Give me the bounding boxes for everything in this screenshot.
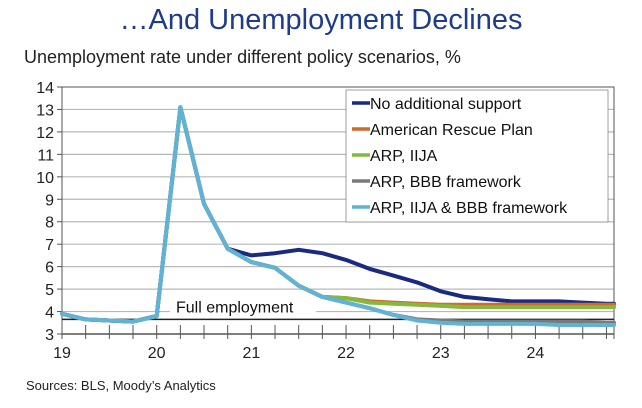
x-tick-label: 19 — [53, 345, 71, 362]
y-tick-label: 12 — [36, 125, 54, 142]
y-tick-label: 6 — [45, 260, 54, 277]
legend: No additional support American Rescue Pla… — [345, 89, 609, 223]
x-tick-label: 20 — [148, 345, 166, 362]
y-tick-label: 8 — [45, 215, 54, 232]
chart-title: …And Unemployment Declines — [119, 4, 523, 36]
x-tick-label: 24 — [527, 345, 545, 362]
chart-source: Sources: BLS, Moody’s Analytics — [26, 378, 216, 393]
y-tick-label: 13 — [36, 102, 54, 119]
legend-label: American Rescue Plan — [370, 122, 533, 139]
y-tick-label: 14 — [36, 80, 54, 97]
y-tick-label: 11 — [37, 147, 54, 164]
y-tick-label: 5 — [45, 282, 54, 299]
annotation-background — [170, 297, 316, 316]
series-lines — [60, 105, 616, 327]
legend-label: ARP, IIJA & BBB framework — [370, 200, 568, 217]
y-tick-label: 7 — [45, 237, 54, 254]
series-line-arp-iija-bbb-framework — [60, 105, 616, 327]
legend-box — [345, 89, 609, 223]
y-tick-label: 10 — [36, 170, 54, 187]
y-tick-label: 4 — [45, 305, 54, 322]
y-tick-label: 3 — [45, 327, 54, 344]
y-tick-label: 9 — [45, 192, 54, 209]
legend-label: ARP, IIJA — [370, 148, 438, 165]
legend-label: ARP, BBB framework — [370, 174, 522, 191]
x-tick-label: 23 — [432, 345, 450, 362]
legend-label: No additional support — [370, 96, 522, 113]
chart-subtitle: Unemployment rate under different policy… — [24, 47, 461, 67]
full-employment-label: Full employment — [176, 299, 294, 316]
axes: 3 4 5 6 7 8 9 10 11 12 13 14 19 20 21 22 23 24 — [36, 80, 615, 362]
x-tick-label: 22 — [337, 345, 355, 362]
x-tick-label: 21 — [242, 345, 260, 362]
full-employment-line: Full employment — [62, 297, 614, 321]
